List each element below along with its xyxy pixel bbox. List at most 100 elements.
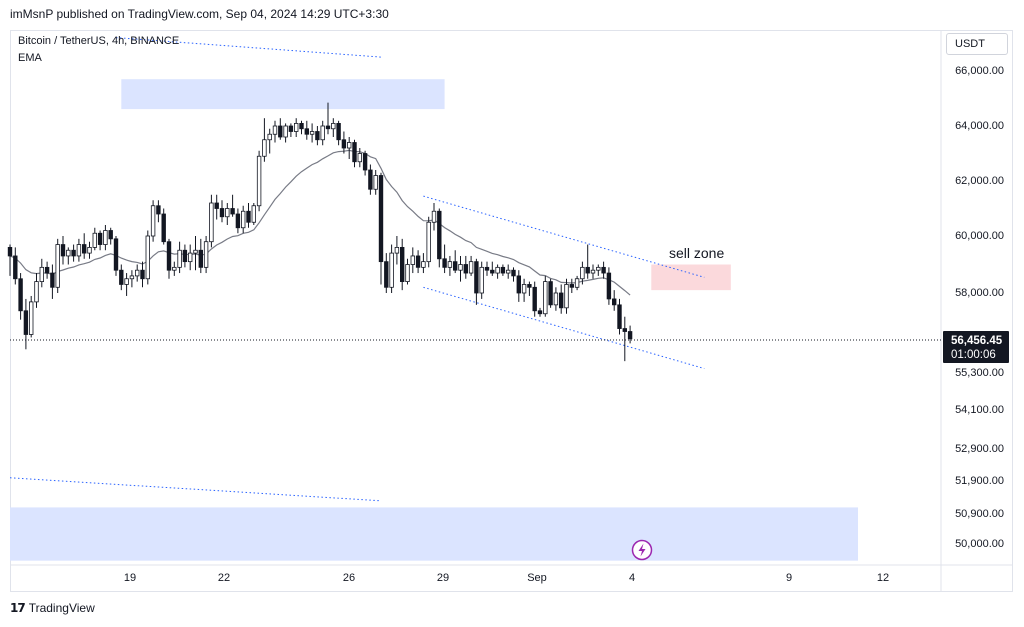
candle-body[interactable]	[622, 328, 627, 332]
ema-legend[interactable]: EMA	[18, 52, 42, 64]
candle-body[interactable]	[246, 210, 251, 223]
candle-body[interactable]	[156, 205, 161, 215]
lightning-event-icon[interactable]	[631, 539, 653, 561]
candle-body[interactable]	[320, 125, 325, 141]
candle-body[interactable]	[119, 269, 124, 285]
candle-body[interactable]	[82, 244, 87, 254]
candle-body[interactable]	[553, 292, 559, 306]
candle-body[interactable]	[410, 255, 415, 265]
candle-body[interactable]	[378, 175, 384, 263]
candle-body[interactable]	[309, 131, 315, 135]
candle-body[interactable]	[500, 266, 506, 274]
candle-body[interactable]	[516, 275, 521, 294]
candle-body[interactable]	[421, 261, 426, 268]
candle-body[interactable]	[437, 210, 442, 260]
candle-body[interactable]	[18, 278, 23, 312]
currency-button[interactable]: USDT	[946, 33, 1008, 55]
candle-body[interactable]	[617, 304, 622, 329]
candle-body[interactable]	[304, 128, 309, 135]
candle-body[interactable]	[240, 210, 246, 229]
candle-body[interactable]	[283, 125, 288, 138]
candle-body[interactable]	[447, 261, 453, 268]
candle-body[interactable]	[415, 255, 421, 268]
candle-body[interactable]	[627, 331, 633, 340]
candle-body[interactable]	[161, 213, 166, 243]
candle-body[interactable]	[537, 310, 543, 315]
candle-body[interactable]	[452, 261, 458, 271]
candle-body[interactable]	[606, 272, 612, 300]
candle-body[interactable]	[585, 266, 590, 274]
candle-body[interactable]	[177, 249, 182, 268]
candle-body[interactable]	[198, 249, 203, 268]
candle-body[interactable]	[495, 266, 500, 274]
candle-body[interactable]	[66, 249, 71, 257]
candle-body[interactable]	[113, 238, 119, 271]
candle-body[interactable]	[193, 249, 198, 254]
candle-body[interactable]	[405, 264, 410, 283]
candle-body[interactable]	[574, 278, 580, 288]
candle-body[interactable]	[39, 266, 44, 283]
candle-body[interactable]	[341, 139, 347, 149]
candle-body[interactable]	[293, 123, 299, 132]
candle-body[interactable]	[373, 175, 378, 190]
candle-body[interactable]	[590, 269, 596, 274]
candle-body[interactable]	[214, 202, 219, 209]
candle-body[interactable]	[34, 281, 39, 303]
candle-body[interactable]	[256, 155, 262, 207]
candle-body[interactable]	[564, 284, 569, 309]
candle-body[interactable]	[225, 208, 230, 218]
candle-body[interactable]	[209, 202, 214, 243]
candle-body[interactable]	[219, 208, 225, 218]
supply-zone-top[interactable]	[121, 79, 445, 110]
sell-zone[interactable]	[651, 264, 731, 291]
candle-body[interactable]	[288, 125, 294, 132]
candle-body[interactable]	[331, 123, 336, 130]
candle-body[interactable]	[124, 278, 129, 285]
candle-body[interactable]	[71, 249, 76, 257]
candle-body[interactable]	[431, 210, 437, 223]
candle-body[interactable]	[28, 301, 34, 335]
candle-body[interactable]	[44, 266, 50, 274]
candle-body[interactable]	[511, 269, 516, 277]
candle-body[interactable]	[559, 292, 564, 309]
symbol-legend[interactable]: Bitcoin / TetherUS, 4h, BINANCE	[18, 35, 180, 47]
candle-body[interactable]	[13, 255, 18, 280]
candle-body[interactable]	[60, 244, 66, 257]
candle-body[interactable]	[129, 275, 135, 280]
candle-body[interactable]	[92, 232, 97, 248]
tradingview-logo[interactable]: 𝟭𝟳 TradingView	[10, 601, 95, 615]
channel-upper[interactable]	[423, 195, 705, 278]
candle-body[interactable]	[442, 258, 447, 268]
candle-body[interactable]	[596, 266, 601, 271]
candle-body[interactable]	[7, 246, 13, 257]
candle-body[interactable]	[55, 244, 60, 288]
candle-body[interactable]	[299, 123, 304, 130]
candle-body[interactable]	[103, 230, 108, 245]
candle-body[interactable]	[108, 230, 113, 240]
candle-body[interactable]	[150, 205, 156, 237]
candle-body[interactable]	[50, 272, 55, 288]
candle-body[interactable]	[548, 281, 553, 306]
candle-body[interactable]	[23, 310, 29, 335]
candle-body[interactable]	[569, 284, 574, 288]
candle-body[interactable]	[543, 281, 548, 315]
candle-body[interactable]	[357, 153, 362, 163]
candle-body[interactable]	[479, 266, 484, 294]
candle-body[interactable]	[187, 252, 193, 263]
candle-body[interactable]	[352, 142, 357, 163]
candle-body[interactable]	[601, 266, 606, 274]
candle-body[interactable]	[346, 142, 352, 149]
candle-body[interactable]	[389, 252, 394, 288]
channel-lower[interactable]	[423, 286, 705, 370]
candle-body[interactable]	[315, 131, 320, 141]
candle-body[interactable]	[87, 246, 92, 254]
candle-body[interactable]	[134, 269, 140, 277]
candle-body[interactable]	[272, 125, 278, 135]
candle-body[interactable]	[145, 235, 150, 280]
candle-body[interactable]	[336, 123, 341, 141]
candle-body[interactable]	[612, 298, 617, 306]
candle-body[interactable]	[521, 284, 527, 294]
top-line[interactable]	[115, 37, 382, 58]
candle-body[interactable]	[384, 261, 389, 288]
